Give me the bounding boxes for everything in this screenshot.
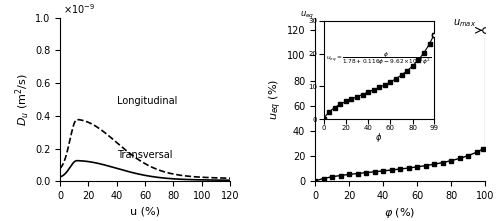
Y-axis label: $D_u\ (\mathrm{m^2/s})$: $D_u\ (\mathrm{m^2/s})$ [14,73,32,126]
Text: Longitudinal: Longitudinal [116,96,177,106]
X-axis label: $\varphi\ (\%)$: $\varphi\ (\%)$ [384,206,416,221]
Text: $u_{max}$: $u_{max}$ [454,17,476,29]
Text: $\times 10^{-9}$: $\times 10^{-9}$ [64,2,96,16]
Text: Transversal: Transversal [116,150,172,160]
X-axis label: u (%): u (%) [130,206,160,217]
Y-axis label: $u_{eq}\ (\%)$: $u_{eq}\ (\%)$ [268,79,284,120]
